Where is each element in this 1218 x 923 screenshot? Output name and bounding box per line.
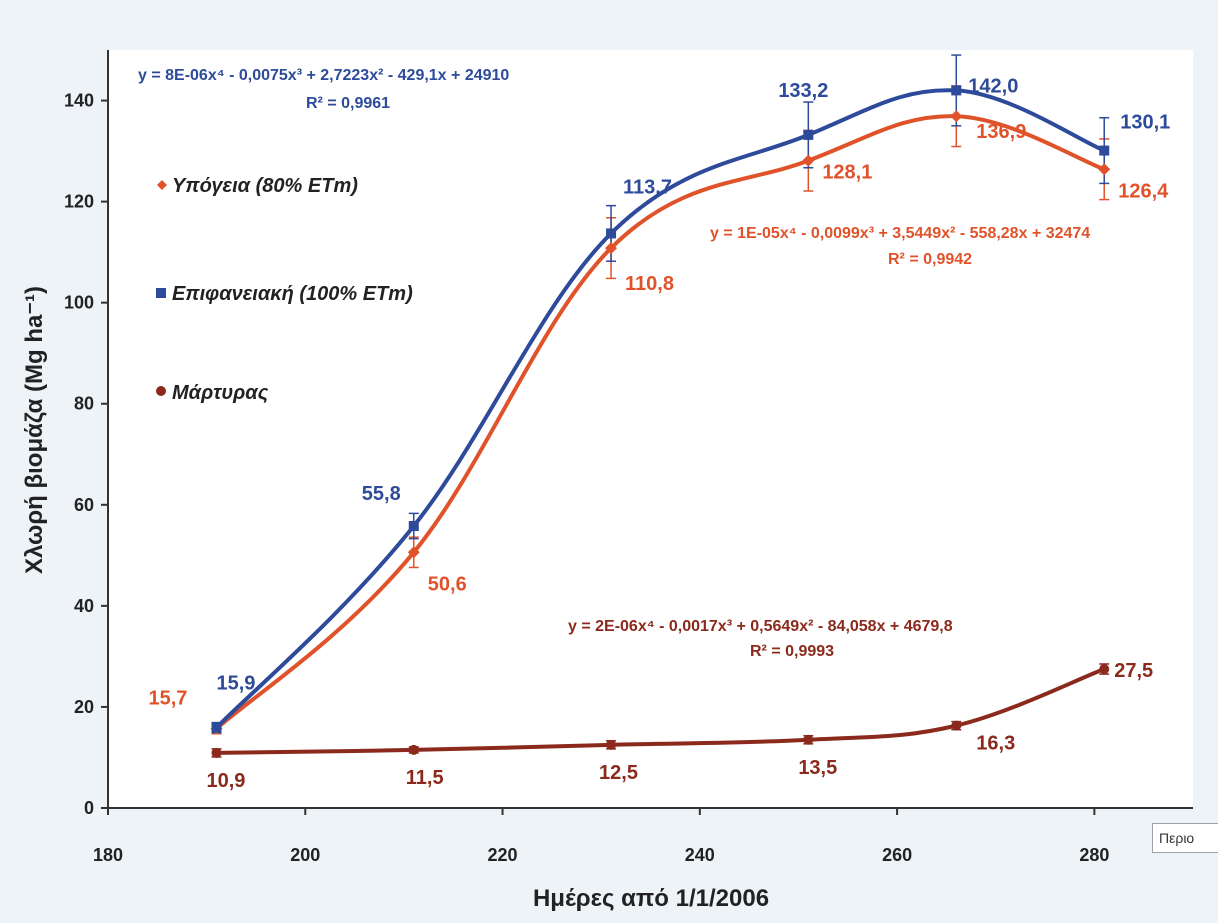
marker-subsurface xyxy=(605,242,618,255)
trendline-control xyxy=(216,667,1105,755)
marker-surface xyxy=(1099,145,1110,156)
r2-subsurface: R² = 0,9942 xyxy=(888,251,972,268)
square-icon xyxy=(156,288,166,298)
diamond-icon xyxy=(157,180,167,190)
legend-entry-subsurface: Υπόγεια (80% ETm) xyxy=(157,175,358,197)
x-tick-label: 280 xyxy=(1079,845,1109,865)
legend-label-control: Μάρτυρας xyxy=(172,382,269,404)
y-tick-label: 20 xyxy=(74,697,94,717)
equation-subsurface: y = 1E-05x⁴ - 0,0099x³ + 3,5449x² - 558,… xyxy=(710,225,1090,242)
y-tick-label: 140 xyxy=(64,91,94,111)
marker-control xyxy=(211,747,222,758)
marker-subsurface xyxy=(1098,163,1111,176)
y-tick-label: 100 xyxy=(64,293,94,313)
x-tick-label: 240 xyxy=(685,845,715,865)
x-tick-label: 180 xyxy=(93,845,123,865)
data-label-surface: 130,1 xyxy=(1120,112,1170,134)
data-label-control: 12,5 xyxy=(599,762,638,784)
x-tick-label: 260 xyxy=(882,845,912,865)
data-label-surface: 55,8 xyxy=(362,483,401,505)
data-label-surface: 133,2 xyxy=(778,80,828,102)
y-axis-title: Χλωρή βιομάζα (Mg ha⁻¹) xyxy=(21,286,48,574)
equation-control: y = 2E-06x⁴ - 0,0017x³ + 0,5649x² - 84,0… xyxy=(568,618,953,635)
x-axis-title: Ημέρες από 1/1/2006 xyxy=(533,885,769,912)
marker-control xyxy=(1099,664,1110,675)
tooltip-chip: Περιο xyxy=(1152,823,1218,853)
marker-surface xyxy=(211,722,222,733)
data-label-subsurface: 15,7 xyxy=(149,688,188,710)
data-label-control: 16,3 xyxy=(976,733,1015,755)
data-label-control: 27,5 xyxy=(1114,660,1153,682)
marker-subsurface xyxy=(950,110,963,123)
trendline-equations: y = 8E-06x⁴ - 0,0075x³ + 2,7223x² - 429,… xyxy=(138,67,1090,660)
data-markers xyxy=(210,85,1111,758)
legend-label-subsurface: Υπόγεια (80% ETm) xyxy=(172,175,358,197)
marker-surface xyxy=(606,228,617,239)
data-label-subsurface: 50,6 xyxy=(428,573,467,595)
data-label-surface: 15,9 xyxy=(217,673,256,695)
y-tick-label: 60 xyxy=(74,495,94,515)
y-tick-label: 80 xyxy=(74,394,94,414)
marker-control xyxy=(803,734,814,745)
data-label-subsurface: 126,4 xyxy=(1118,180,1169,202)
y-tick-label: 120 xyxy=(64,192,94,212)
data-label-control: 10,9 xyxy=(207,770,246,792)
r2-control: R² = 0,9993 xyxy=(750,643,834,660)
equation-surface: y = 8E-06x⁴ - 0,0075x³ + 2,7223x² - 429,… xyxy=(138,67,509,84)
x-tick-label: 200 xyxy=(290,845,320,865)
marker-subsurface xyxy=(407,546,420,559)
data-label-surface: 113,7 xyxy=(623,176,672,198)
y-tick-label: 40 xyxy=(74,596,94,616)
plot-area xyxy=(108,50,1193,808)
data-label-control: 13,5 xyxy=(798,757,837,779)
marker-control xyxy=(408,744,419,755)
marker-surface xyxy=(951,85,962,96)
legend: Υπόγεια (80% ETm) Επιφανειακή (100% ETm)… xyxy=(156,175,413,404)
legend-entry-control: Μάρτυρας xyxy=(156,382,269,404)
y-tick-label: 0 xyxy=(84,798,94,818)
marker-surface xyxy=(803,129,814,140)
axes: 0 20 40 60 80 100 120 140 180 200 220 240 260 280 xyxy=(64,50,1193,865)
data-label-control: 11,5 xyxy=(406,767,444,789)
data-label-surface: 142,0 xyxy=(968,75,1018,97)
r2-surface: R² = 0,9961 xyxy=(306,95,390,112)
data-label-subsurface: 110,8 xyxy=(625,273,674,295)
legend-label-surface: Επιφανειακή (100% ETm) xyxy=(172,283,413,305)
marker-control xyxy=(951,720,962,731)
marker-control xyxy=(606,739,617,750)
circle-icon xyxy=(156,386,166,396)
data-labels: 15,7 50,6 110,8 128,1 136,9 126,4 15,9 55,8 113,… xyxy=(149,75,1171,791)
data-label-subsurface: 136,9 xyxy=(976,121,1026,143)
legend-entry-surface: Επιφανειακή (100% ETm) xyxy=(156,283,413,305)
x-tick-label: 220 xyxy=(488,845,518,865)
marker-subsurface xyxy=(802,154,815,167)
data-label-subsurface: 128,1 xyxy=(822,162,872,184)
marker-surface xyxy=(408,521,419,532)
